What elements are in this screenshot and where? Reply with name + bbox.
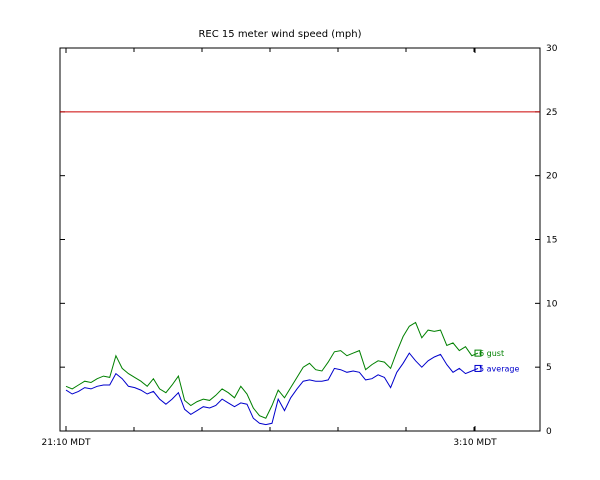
y-tick-label: 25 — [546, 108, 557, 118]
series-line-gust — [65, 321, 479, 419]
y-tick-label: 10 — [546, 299, 558, 309]
chart-title: REC 15 meter wind speed (mph) — [198, 29, 361, 40]
y-tick-label: 5 — [546, 363, 552, 373]
series-layer: 6 gust 5 average — [65, 321, 519, 426]
series-line-average — [65, 352, 479, 426]
x-tick-label: 3:10 MDT — [453, 438, 497, 448]
y-tick-label: 20 — [546, 172, 558, 182]
y-tick-label: 15 — [546, 236, 557, 246]
series-end-label-average: 5 average — [479, 364, 519, 373]
series-end-marker-average — [474, 364, 482, 372]
series-end-marker-gust — [474, 349, 482, 357]
y-tick-label: 0 — [546, 427, 552, 437]
y-tick-label: 30 — [546, 44, 558, 54]
y-axis: 0 5 10 15 20 25 30 — [60, 44, 558, 437]
x-axis: 21:10 MDT 3:10 MDT — [42, 48, 497, 448]
x-tick-label: 21:10 MDT — [42, 438, 91, 448]
series-end-label-gust: 6 gust — [479, 349, 504, 358]
plot-frame — [59, 47, 541, 432]
